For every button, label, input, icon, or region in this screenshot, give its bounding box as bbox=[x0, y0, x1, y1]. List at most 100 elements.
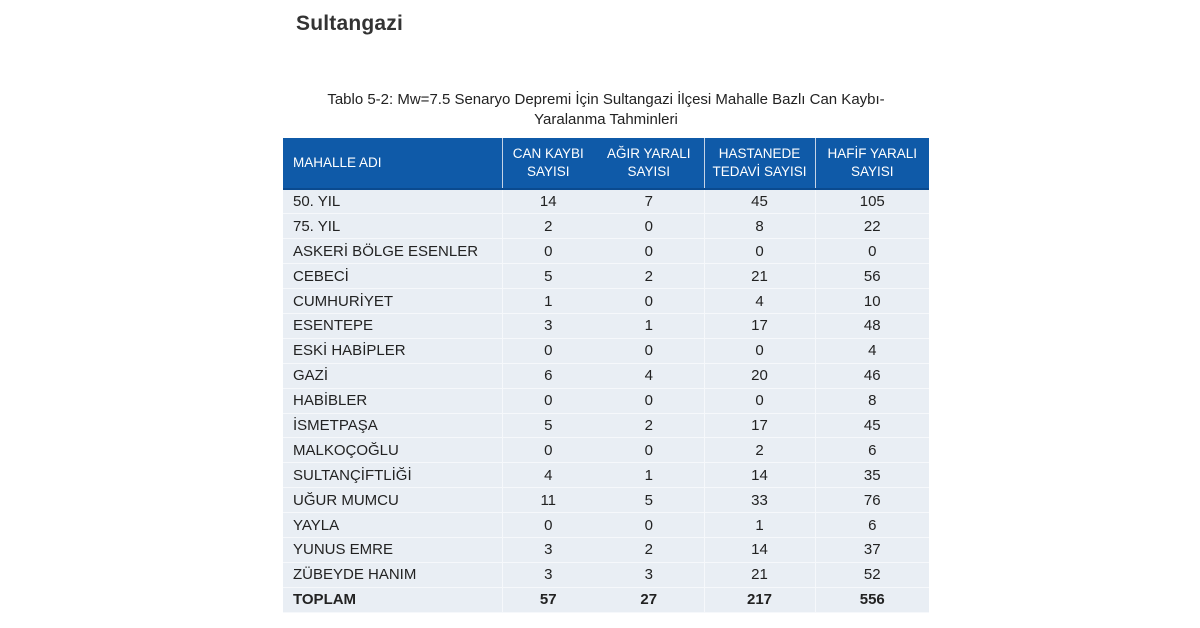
cell-agir-yarali: 0 bbox=[594, 238, 705, 265]
cell-mahalle: ESENTEPE bbox=[283, 313, 503, 339]
cell-hastanede-tedavi: 17 bbox=[704, 413, 816, 439]
cell-agir-yarali: 7 bbox=[594, 189, 705, 215]
cell-agir-yarali: 1 bbox=[594, 313, 705, 339]
cell-hafif-yarali: 35 bbox=[815, 462, 929, 489]
table-row: MALKOÇOĞLU 0 0 2 6 bbox=[283, 437, 929, 464]
cell-hafif-yarali: 52 bbox=[815, 562, 929, 588]
table-total-row: TOPLAM 57 27 217 556 bbox=[283, 587, 929, 613]
cell-hastanede-tedavi: 33 bbox=[704, 487, 816, 514]
table-caption: Tablo 5-2: Mw=7.5 Senaryo Depremi İçin S… bbox=[283, 90, 929, 130]
cell-can-kaybi: 3 bbox=[502, 313, 594, 339]
cell-hastanede-tedavi: 0 bbox=[704, 238, 816, 265]
cell-hafif-yarali: 22 bbox=[815, 213, 929, 240]
cell-hastanede-tedavi: 4 bbox=[704, 288, 816, 314]
cell-hafif-yarali: 8 bbox=[815, 388, 929, 414]
cell-hastanede-tedavi: 21 bbox=[704, 263, 816, 290]
table-row: 50. YIL 14 7 45 105 bbox=[283, 189, 929, 215]
cell-agir-yarali: 0 bbox=[594, 437, 705, 464]
cell-mahalle: UĞUR MUMCU bbox=[283, 487, 503, 514]
cell-hafif-yarali: 45 bbox=[815, 413, 929, 439]
cell-hastanede-tedavi: 8 bbox=[704, 213, 816, 240]
cell-hastanede-tedavi: 20 bbox=[704, 363, 816, 389]
cell-hastanede-tedavi: 17 bbox=[704, 313, 816, 339]
cell-hafif-yarali: 4 bbox=[815, 338, 929, 364]
cell-mahalle: ASKERİ BÖLGE ESENLER bbox=[283, 238, 503, 265]
cell-hastanede-tedavi: 2 bbox=[704, 437, 816, 464]
table-row: YUNUS EMRE 3 2 14 37 bbox=[283, 537, 929, 563]
table-row: CEBECİ 5 2 21 56 bbox=[283, 263, 929, 290]
cell-hafif-yarali: 105 bbox=[815, 189, 929, 215]
table-row: ESENTEPE 3 1 17 48 bbox=[283, 313, 929, 339]
cell-mahalle: ESKİ HABİPLER bbox=[283, 338, 503, 364]
cell-mahalle: İSMETPAŞA bbox=[283, 413, 503, 439]
table-row: ZÜBEYDE HANIM 3 3 21 52 bbox=[283, 562, 929, 588]
cell-hafif-yarali: 46 bbox=[815, 363, 929, 389]
cell-hafif-yarali: 37 bbox=[815, 537, 929, 563]
page-title: Sultangazi bbox=[296, 12, 404, 35]
cell-hastanede-tedavi: 217 bbox=[704, 587, 816, 613]
cell-mahalle: 75. YIL bbox=[283, 213, 503, 240]
cell-agir-yarali: 4 bbox=[594, 363, 705, 389]
cell-can-kaybi: 5 bbox=[502, 413, 594, 439]
header-agir-yarali: AĞIR YARALI SAYISI bbox=[594, 138, 705, 190]
cell-hastanede-tedavi: 45 bbox=[704, 189, 816, 215]
cell-agir-yarali: 0 bbox=[594, 388, 705, 414]
cell-hafif-yarali: 556 bbox=[815, 587, 929, 613]
cell-hastanede-tedavi: 21 bbox=[704, 562, 816, 588]
cell-hastanede-tedavi: 0 bbox=[704, 388, 816, 414]
table-row: UĞUR MUMCU 11 5 33 76 bbox=[283, 487, 929, 514]
cell-hafif-yarali: 6 bbox=[815, 512, 929, 538]
cell-agir-yarali: 0 bbox=[594, 288, 705, 314]
cell-hastanede-tedavi: 1 bbox=[704, 512, 816, 538]
cell-mahalle: TOPLAM bbox=[283, 587, 503, 613]
cell-agir-yarali: 0 bbox=[594, 213, 705, 240]
cell-agir-yarali: 0 bbox=[594, 338, 705, 364]
cell-can-kaybi: 4 bbox=[502, 462, 594, 489]
cell-can-kaybi: 1 bbox=[502, 288, 594, 314]
cell-agir-yarali: 5 bbox=[594, 487, 705, 514]
cell-hafif-yarali: 0 bbox=[815, 238, 929, 265]
cell-hafif-yarali: 56 bbox=[815, 263, 929, 290]
cell-can-kaybi: 3 bbox=[502, 537, 594, 563]
header-hafif-yarali: HAFİF YARALI SAYISI bbox=[815, 138, 929, 190]
cell-can-kaybi: 2 bbox=[502, 213, 594, 240]
cell-can-kaybi: 6 bbox=[502, 363, 594, 389]
cell-agir-yarali: 2 bbox=[594, 263, 705, 290]
header-mahalle-adi: MAHALLE ADI bbox=[283, 138, 503, 190]
cell-mahalle: SULTANÇİFTLİĞİ bbox=[283, 462, 503, 489]
cell-mahalle: MALKOÇOĞLU bbox=[283, 437, 503, 464]
cell-agir-yarali: 1 bbox=[594, 462, 705, 489]
cell-hastanede-tedavi: 14 bbox=[704, 537, 816, 563]
cell-hafif-yarali: 6 bbox=[815, 437, 929, 464]
cell-agir-yarali: 2 bbox=[594, 413, 705, 439]
table-row: ESKİ HABİPLER 0 0 0 4 bbox=[283, 338, 929, 364]
cell-can-kaybi: 14 bbox=[502, 189, 594, 215]
cell-agir-yarali: 3 bbox=[594, 562, 705, 588]
cell-agir-yarali: 0 bbox=[594, 512, 705, 538]
cell-hastanede-tedavi: 0 bbox=[704, 338, 816, 364]
cell-can-kaybi: 0 bbox=[502, 437, 594, 464]
cell-mahalle: CEBECİ bbox=[283, 263, 503, 290]
table-row: İSMETPAŞA 5 2 17 45 bbox=[283, 413, 929, 439]
table-row: ASKERİ BÖLGE ESENLER 0 0 0 0 bbox=[283, 238, 929, 265]
table-caption-line1: Tablo 5-2: Mw=7.5 Senaryo Depremi İçin S… bbox=[327, 91, 885, 108]
cell-hafif-yarali: 76 bbox=[815, 487, 929, 514]
cell-mahalle: HABİBLER bbox=[283, 388, 503, 414]
cell-can-kaybi: 0 bbox=[502, 338, 594, 364]
cell-can-kaybi: 57 bbox=[502, 587, 594, 613]
cell-mahalle: YUNUS EMRE bbox=[283, 537, 503, 563]
cell-mahalle: 50. YIL bbox=[283, 189, 503, 215]
cell-can-kaybi: 0 bbox=[502, 512, 594, 538]
cell-can-kaybi: 11 bbox=[502, 487, 594, 514]
cell-can-kaybi: 5 bbox=[502, 263, 594, 290]
cell-mahalle: GAZİ bbox=[283, 363, 503, 389]
header-hastanede-tedavi: HASTANEDE TEDAVİ SAYISI bbox=[704, 138, 816, 190]
table-row: 75. YIL 2 0 8 22 bbox=[283, 213, 929, 240]
cell-hafif-yarali: 10 bbox=[815, 288, 929, 314]
table-row: HABİBLER 0 0 0 8 bbox=[283, 388, 929, 414]
casualty-table: MAHALLE ADI CAN KAYBI SAYISI AĞIR YARALI S… bbox=[283, 138, 929, 613]
table-caption-line2: Yaralanma Tahminleri bbox=[534, 111, 678, 128]
cell-can-kaybi: 0 bbox=[502, 238, 594, 265]
cell-agir-yarali: 2 bbox=[594, 537, 705, 563]
table-row: GAZİ 6 4 20 46 bbox=[283, 363, 929, 389]
